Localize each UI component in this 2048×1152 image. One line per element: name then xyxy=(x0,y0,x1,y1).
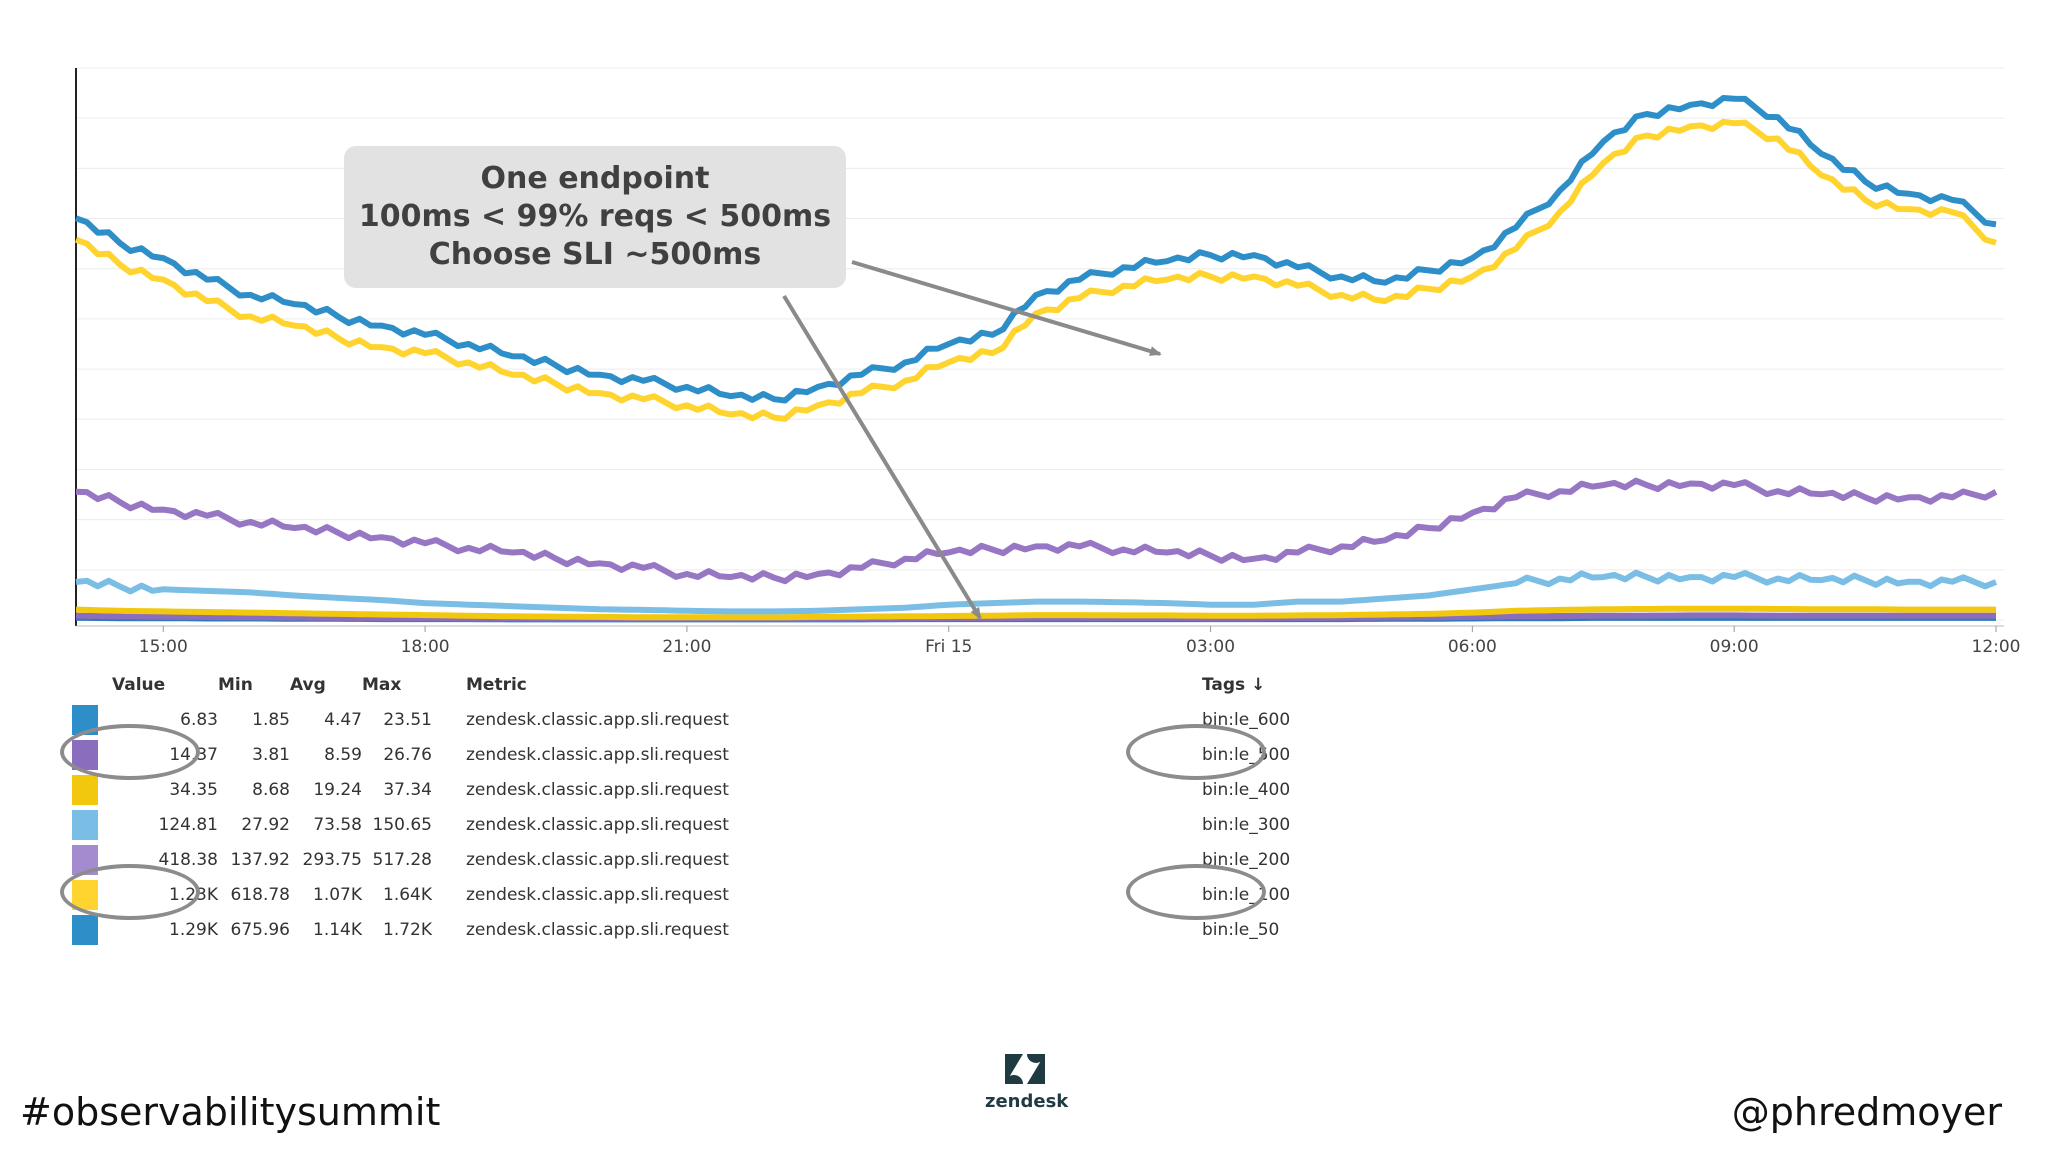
zendesk-logo-icon xyxy=(1005,1054,1045,1084)
x-tick-label: 15:00 xyxy=(139,637,188,657)
legend-min: 1.85 xyxy=(252,709,290,730)
highlight-circle-value-le-100 xyxy=(60,864,200,920)
legend-value: 6.83 xyxy=(180,709,218,730)
legend-metric: zendesk.classic.app.sli.request xyxy=(466,814,729,835)
zendesk-logo: zendesk xyxy=(985,1052,1069,1112)
callout-line-1: One endpoint xyxy=(480,161,710,196)
series-line-bin-le-300 xyxy=(75,569,1998,615)
legend-min: 27.92 xyxy=(241,814,290,835)
highlight-circle-value-le-500 xyxy=(60,724,200,780)
legend-header-value[interactable]: Value xyxy=(112,675,166,695)
x-tick-label: 06:00 xyxy=(1448,637,1497,657)
legend-metric: zendesk.classic.app.sli.request xyxy=(466,884,729,905)
legend-value: 418.38 xyxy=(158,849,218,870)
x-tick-label: 03:00 xyxy=(1186,637,1235,657)
legend-metric: zendesk.classic.app.sli.request xyxy=(466,709,729,730)
series-line-bin-le-100 xyxy=(74,118,1997,422)
legend-avg: 8.59 xyxy=(324,744,362,765)
legend-value: 1.29K xyxy=(169,919,218,940)
series-line-bin-le-50 xyxy=(74,95,1997,404)
legend-min: 8.68 xyxy=(252,779,290,800)
legend-header-max[interactable]: Max xyxy=(362,675,402,695)
legend-max: 23.51 xyxy=(383,709,432,730)
legend-max: 1.64K xyxy=(383,884,432,905)
legend-row[interactable]: 34.35 8.68 19.24 37.34 zendesk.classic.a… xyxy=(72,772,1362,807)
legend-metric: zendesk.classic.app.sli.request xyxy=(466,779,729,800)
legend-header-metric[interactable]: Metric xyxy=(466,675,527,695)
legend-swatch xyxy=(72,774,98,805)
legend-avg: 19.24 xyxy=(313,779,362,800)
legend-header-row: Value Min Avg Max Metric Tags ↓ xyxy=(72,668,1362,702)
series-line-bin-le-400 xyxy=(75,605,1996,621)
legend-tags: bin:le_300 xyxy=(1202,814,1291,835)
legend-tags: bin:le_400 xyxy=(1202,779,1291,800)
legend-avg: 293.75 xyxy=(302,849,362,870)
x-tick-label: Fri 15 xyxy=(925,637,972,657)
highlight-circle-tag-le-500 xyxy=(1126,724,1266,780)
series-layer xyxy=(74,95,1998,623)
legend-max: 37.34 xyxy=(383,779,432,800)
legend-tags: bin:le_600 xyxy=(1202,709,1291,730)
legend-min: 3.81 xyxy=(252,744,290,765)
legend-max: 150.65 xyxy=(372,814,432,835)
legend-max: 1.72K xyxy=(383,919,432,940)
twitter-handle: @phredmoyer xyxy=(1731,1090,2002,1134)
legend-avg: 4.47 xyxy=(324,709,362,730)
legend-table: Value Min Avg Max Metric Tags ↓ 6.83 1.8… xyxy=(72,668,1362,947)
x-tick-label: 21:00 xyxy=(662,637,711,657)
annotation-arrow-le-500 xyxy=(851,260,1162,356)
legend-metric: zendesk.classic.app.sli.request xyxy=(466,919,729,940)
legend-min: 675.96 xyxy=(230,919,290,940)
x-tick-label: 18:00 xyxy=(401,637,450,657)
legend-avg: 1.14K xyxy=(313,919,362,940)
callout-line-2: 100ms < 99% reqs < 500ms xyxy=(358,199,832,234)
legend-value: 124.81 xyxy=(158,814,218,835)
legend-min: 137.92 xyxy=(230,849,290,870)
legend-tags: bin:le_200 xyxy=(1202,849,1291,870)
callout-line-3: Choose SLI ~500ms xyxy=(428,237,762,272)
annotation-arrow-le-100 xyxy=(782,294,982,620)
legend-max: 26.76 xyxy=(383,744,432,765)
legend-tags: bin:le_50 xyxy=(1202,919,1280,940)
annotation-callout: One endpoint 100ms < 99% reqs < 500ms Ch… xyxy=(344,146,846,288)
legend-row[interactable]: 6.83 1.85 4.47 23.51 zendesk.classic.app… xyxy=(72,702,1362,737)
legend-swatch xyxy=(72,914,98,945)
legend-swatch xyxy=(72,809,98,840)
zendesk-logo-text: zendesk xyxy=(985,1091,1069,1112)
x-tick-label: 12:00 xyxy=(1972,637,2021,657)
legend-avg: 73.58 xyxy=(313,814,362,835)
legend-metric: zendesk.classic.app.sli.request xyxy=(466,849,729,870)
legend-avg: 1.07K xyxy=(313,884,362,905)
legend-row[interactable]: 124.81 27.92 73.58 150.65 zendesk.classi… xyxy=(72,807,1362,842)
legend-header-tags[interactable]: Tags ↓ xyxy=(1202,675,1266,695)
legend-value: 34.35 xyxy=(169,779,218,800)
x-tick-label: 09:00 xyxy=(1710,637,1759,657)
legend-max: 517.28 xyxy=(372,849,432,870)
legend-metric: zendesk.classic.app.sli.request xyxy=(466,744,729,765)
legend-row[interactable]: 1.29K 675.96 1.14K 1.72K zendesk.classic… xyxy=(72,912,1362,947)
highlight-circle-tag-le-100 xyxy=(1126,864,1266,920)
series-line-bin-le-200 xyxy=(75,477,1998,585)
hashtag: #observabilitysummit xyxy=(20,1090,441,1134)
x-tick-labels: 15:00 18:00 21:00 Fri 15 03:00 06:00 09:00 12:0… xyxy=(139,626,2021,657)
legend-header-min[interactable]: Min xyxy=(218,675,253,695)
legend-header-avg[interactable]: Avg xyxy=(290,675,326,695)
legend-min: 618.78 xyxy=(230,884,290,905)
